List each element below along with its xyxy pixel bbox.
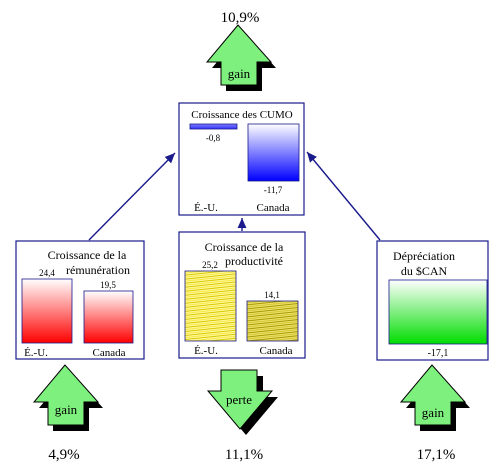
remuneration-box: Croissance de la rémunération 24,4 19,5 … <box>15 240 145 360</box>
productivite-title-line2: productivité <box>225 254 283 268</box>
cumo-title: Croissance des CUMO <box>191 109 292 121</box>
top-gain-arrow: gain <box>205 24 276 91</box>
productivite-ca-bar <box>246 300 299 342</box>
depreciation-title-line2: du $CAN <box>401 264 448 278</box>
remuneration-gain-arrow: gain <box>32 364 103 431</box>
depreciation-gain-arrow-label: gain <box>422 405 445 420</box>
productivite-perte-arrow-label: perte <box>226 392 252 407</box>
cumo-ca-value: -11,7 <box>264 185 283 195</box>
depreciation-box: Dépréciation du $CAN -17,1 <box>376 240 489 361</box>
cumo-box: Croissance des CUMO -0,8 -11,7 É.-U. Can… <box>178 102 305 216</box>
depreciation-gain-arrow: gain <box>399 364 470 431</box>
remuneration-ca-label: Canada <box>93 347 126 359</box>
remuneration-gain-arrow-label: gain <box>55 402 78 417</box>
productivite-ca-value: 14,1 <box>264 290 280 300</box>
remuneration-ca-value: 19,5 <box>100 280 116 290</box>
top-gain-arrow-label: gain <box>228 66 251 81</box>
productivite-ca-label: Canada <box>260 345 293 357</box>
productivite-us-label: É.-U. <box>194 345 218 357</box>
remuneration-title-line2: rémunération <box>66 263 130 277</box>
depreciation-gain-arrow-shape <box>399 364 467 426</box>
productivite-perte-value: 11,1% <box>225 447 263 463</box>
productivite-title-line1: Croissance de la <box>205 240 284 254</box>
productivite-perte-arrow-shape <box>206 369 274 430</box>
remuneration-gain-arrow-shape <box>32 364 100 426</box>
cumo-us-bar <box>189 123 238 130</box>
top-gain-value: 10,9% <box>221 10 260 26</box>
connector-left <box>88 152 176 241</box>
depreciation-value: -17,1 <box>428 348 449 359</box>
cumo-us-value: -0,8 <box>206 133 221 143</box>
remuneration-gain-value: 4,9% <box>48 447 79 463</box>
remuneration-title-line1: Croissance de la <box>48 248 127 262</box>
cumo-ca-label: Canada <box>257 202 290 214</box>
productivite-perte-arrow: perte <box>206 369 278 435</box>
remuneration-us-bar <box>21 278 73 344</box>
productivite-box: Croissance de la productivité 25,2 14,1 … <box>178 231 306 359</box>
remuneration-ca-bar <box>83 290 134 344</box>
top-gain-arrow-shape <box>205 24 273 86</box>
depreciation-gain-value: 17,1% <box>417 447 456 463</box>
connector-right <box>306 151 381 241</box>
depreciation-title-line1: Dépréciation <box>393 249 455 263</box>
cumo-ca-bar <box>247 123 300 182</box>
productivite-us-bar <box>184 270 237 342</box>
cumo-us-label: É.-U. <box>194 202 218 214</box>
remuneration-us-label: É.-U. <box>24 347 48 359</box>
remuneration-us-value: 24,4 <box>39 268 55 278</box>
productivite-us-value: 25,2 <box>202 260 218 270</box>
depreciation-bar <box>388 279 488 345</box>
